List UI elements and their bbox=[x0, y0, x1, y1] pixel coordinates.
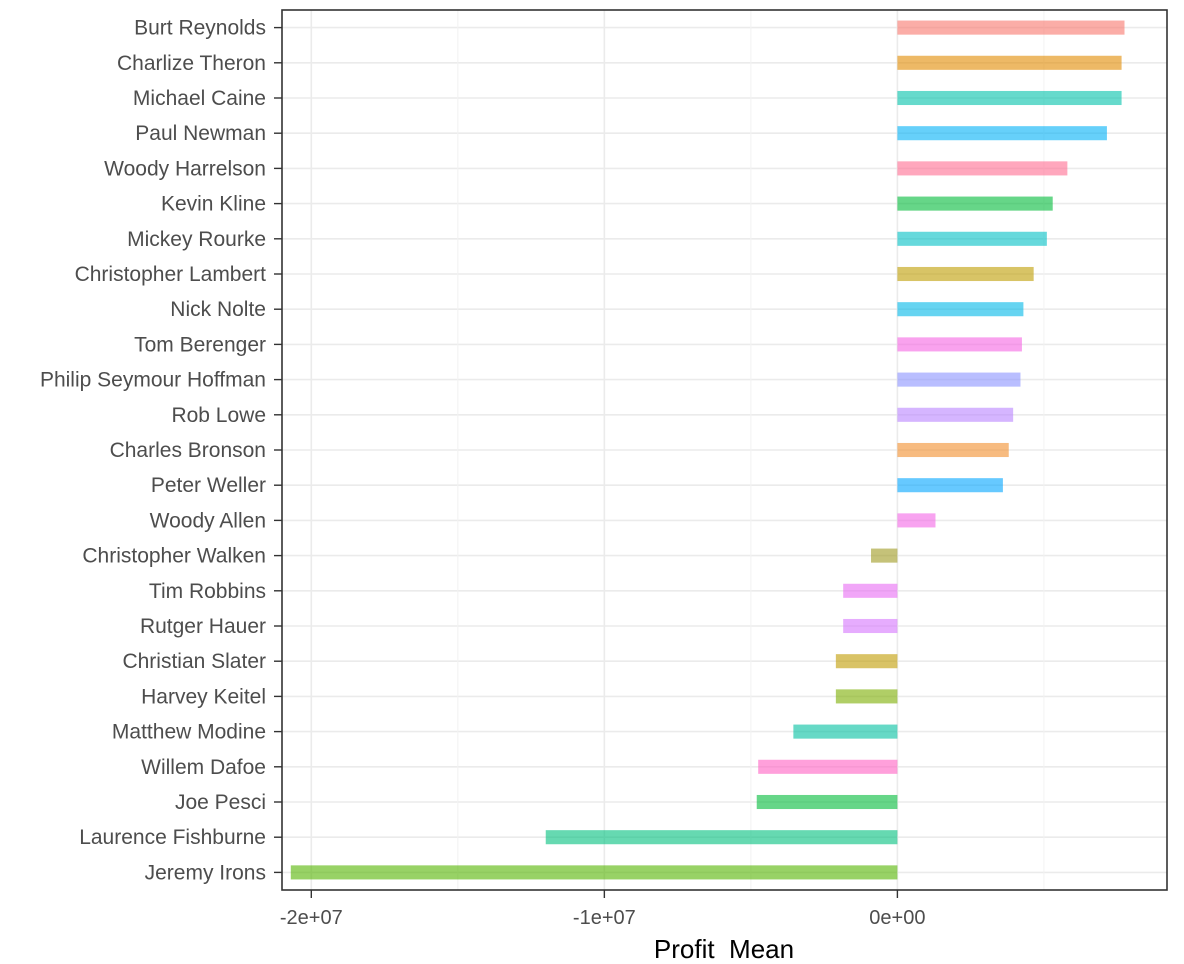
y-category-label: Charles Bronson bbox=[110, 439, 266, 462]
bar-christian-slater bbox=[835, 654, 898, 669]
bar-nick-nolte bbox=[897, 302, 1024, 317]
bar-woody-harrelson bbox=[897, 161, 1068, 176]
y-category-label: Willem Dafoe bbox=[141, 756, 266, 779]
y-category-label: Rutger Hauer bbox=[140, 615, 266, 638]
x-axis: -2e+07 -1e+07 0e+00 bbox=[280, 890, 925, 929]
x-tick-label: -2e+07 bbox=[280, 907, 343, 929]
bar-michael-caine bbox=[897, 90, 1122, 106]
y-category-label: Joe Pesci bbox=[175, 791, 266, 814]
y-category-label: Michael Caine bbox=[133, 87, 266, 110]
y-category-label: Woody Harrelson bbox=[104, 157, 266, 180]
bar-laurence-fishburne bbox=[545, 830, 898, 845]
y-category-label: Christopher Walken bbox=[82, 545, 266, 568]
bar-matthew-modine bbox=[793, 724, 898, 739]
bar-charlize-theron bbox=[897, 55, 1122, 70]
y-category-label: Harvey Keitel bbox=[141, 685, 266, 708]
y-category-label: Christopher Lambert bbox=[75, 263, 267, 286]
bar-jeremy-irons bbox=[290, 865, 898, 880]
bar-christopher-walken bbox=[871, 548, 898, 563]
bar-rob-lowe bbox=[897, 407, 1014, 422]
y-category-label: Mickey Rourke bbox=[127, 228, 266, 251]
x-tick-label: 0e+00 bbox=[869, 907, 925, 929]
y-category-label: Matthew Modine bbox=[112, 721, 266, 744]
x-axis-title: Profit Mean bbox=[654, 934, 794, 964]
y-category-label: Christian Slater bbox=[122, 650, 266, 673]
bar-christopher-lambert bbox=[897, 266, 1034, 282]
bar-peter-weller bbox=[897, 478, 1003, 493]
bar-harvey-keitel bbox=[835, 689, 898, 704]
y-category-label: Rob Lowe bbox=[171, 404, 266, 427]
y-category-label: Nick Nolte bbox=[170, 298, 266, 321]
bar-mickey-rourke bbox=[897, 231, 1047, 246]
bar-woody-allen bbox=[897, 513, 936, 528]
bar-tim-robbins bbox=[843, 583, 898, 598]
y-category-label: Paul Newman bbox=[135, 122, 266, 145]
bar-rutger-hauer bbox=[843, 618, 898, 634]
bar-paul-newman bbox=[897, 126, 1107, 141]
y-category-label: Laurence Fishburne bbox=[79, 826, 266, 849]
bar-burt-reynolds bbox=[897, 20, 1125, 35]
y-category-label: Peter Weller bbox=[151, 474, 266, 497]
x-tick-label: -1e+07 bbox=[573, 907, 636, 929]
y-category-label: Charlize Theron bbox=[117, 52, 266, 75]
bar-tom-berenger bbox=[897, 337, 1022, 352]
bars bbox=[290, 20, 1125, 880]
bar-kevin-kline bbox=[897, 196, 1053, 211]
y-category-label: Tim Robbins bbox=[149, 580, 266, 603]
y-category-label: Kevin Kline bbox=[161, 193, 266, 216]
bar-philip-seymour-hoffman bbox=[897, 372, 1021, 387]
y-axis: Burt Reynolds Charlize Theron Michael Cain… bbox=[40, 17, 282, 884]
bar-joe-pesci bbox=[756, 794, 898, 810]
y-category-label: Tom Berenger bbox=[134, 333, 266, 356]
y-category-label: Philip Seymour Hoffman bbox=[40, 369, 266, 392]
y-category-label: Woody Allen bbox=[150, 509, 266, 532]
y-category-label: Jeremy Irons bbox=[145, 861, 266, 884]
y-category-label: Burt Reynolds bbox=[134, 17, 266, 40]
bar-charles-bronson bbox=[897, 442, 1009, 458]
bar-willem-dafoe bbox=[758, 759, 898, 774]
